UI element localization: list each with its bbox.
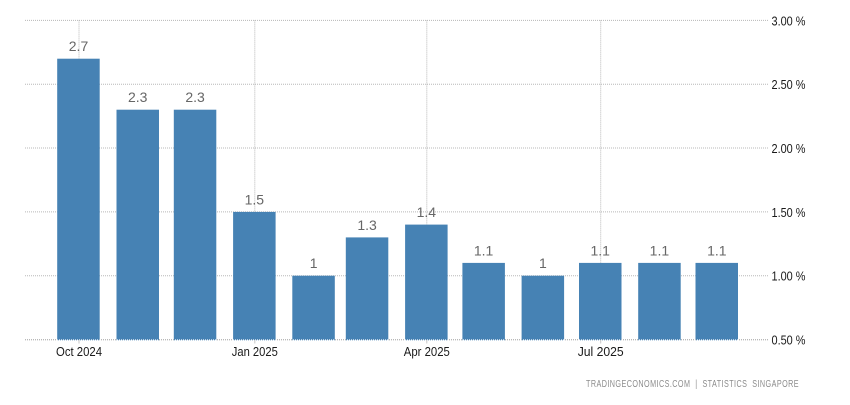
svg-text:1.50 %: 1.50 % [772,205,806,220]
svg-text:1.5: 1.5 [245,191,265,207]
svg-text:1: 1 [539,255,547,271]
svg-text:2.7: 2.7 [69,38,89,54]
svg-text:0.50 %: 0.50 % [772,333,806,348]
svg-text:1.1: 1.1 [707,242,727,258]
svg-text:Apr 2025: Apr 2025 [404,344,450,359]
svg-text:2.3: 2.3 [128,89,148,105]
svg-text:2.3: 2.3 [185,89,205,105]
svg-text:1.1: 1.1 [590,242,610,258]
svg-text:1: 1 [310,255,318,271]
svg-text:1.4: 1.4 [417,204,437,220]
svg-text:1.1: 1.1 [474,242,494,258]
svg-text:1.1: 1.1 [650,242,670,258]
svg-text:TRADINGECONOMICS.COM | STATI: TRADINGECONOMICS.COM | STATISTICS SINGAP… [586,379,799,390]
svg-text:2.50 %: 2.50 % [772,77,806,92]
svg-text:1.3: 1.3 [357,217,377,233]
svg-text:3.00 %: 3.00 % [772,13,806,28]
svg-text:2.00 %: 2.00 % [772,141,806,156]
svg-text:Jan 2025: Jan 2025 [232,344,278,359]
svg-text:Oct 2024: Oct 2024 [56,344,102,359]
svg-text:Jul 2025: Jul 2025 [578,344,624,359]
svg-text:1.00 %: 1.00 % [772,269,806,284]
